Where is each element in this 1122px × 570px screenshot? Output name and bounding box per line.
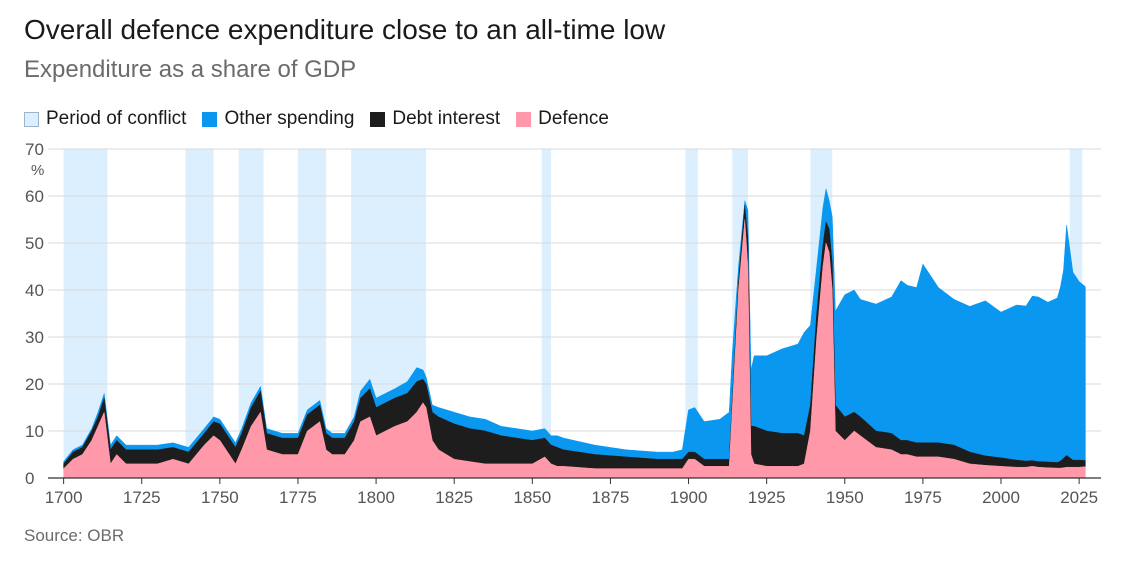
y-tick-label-10: 10 [25,422,44,441]
legend-label-other: Other spending [224,108,355,129]
legend-swatch-defence [516,111,532,127]
x-tick-label-1800: 1800 [357,488,395,507]
legend-item-debt[interactable]: Debt interest [370,108,500,130]
y-tick-label-0: 0 [25,469,34,488]
x-tick-label-1975: 1975 [904,488,942,507]
chart-subtitle: Expenditure as a share of GDP [24,56,357,83]
x-tick-label-1775: 1775 [279,488,317,507]
x-tick-label-1825: 1825 [435,488,473,507]
y-tick-label-70: 70 [25,140,44,159]
x-tick-label-2025: 2025 [1060,488,1098,507]
legend-label-defence: Defence [538,108,609,129]
legend-label-conflict: Period of conflict [46,108,187,129]
legend-swatch-conflict [24,111,39,127]
conflict-band-1853-1856 [541,149,552,478]
y-tick-label-50: 50 [25,234,44,253]
legend: Period of conflict Other spending Debt i… [24,108,625,130]
x-tick-label-1875: 1875 [592,488,630,507]
x-tick-label-1900: 1900 [670,488,708,507]
legend-item-defence[interactable]: Defence [516,108,609,130]
legend-item-other[interactable]: Other spending [202,108,354,130]
legend-swatch-debt [370,111,386,127]
conflict-band-1899-1903 [685,149,698,478]
y-tick-label-20: 20 [25,375,44,394]
y-axis-unit-label: % [31,162,44,179]
x-tick-label-1850: 1850 [513,488,551,507]
x-tick-label-1950: 1950 [826,488,864,507]
y-tick-label-30: 30 [25,328,44,347]
legend-label-debt: Debt interest [392,108,501,129]
source-note: Source: OBR [24,526,125,545]
x-tick-label-1750: 1750 [201,488,239,507]
legend-item-conflict[interactable]: Period of conflict [24,108,186,130]
x-tick-label-2000: 2000 [982,488,1020,507]
x-tick-label-1700: 1700 [45,488,83,507]
y-tick-label-40: 40 [25,281,44,300]
x-tick-label-1725: 1725 [123,488,161,507]
y-tick-label-60: 60 [25,187,44,206]
x-tick-label-1925: 1925 [748,488,786,507]
chart-title: Overall defence expenditure close to an … [24,14,666,45]
legend-swatch-other [202,111,218,127]
